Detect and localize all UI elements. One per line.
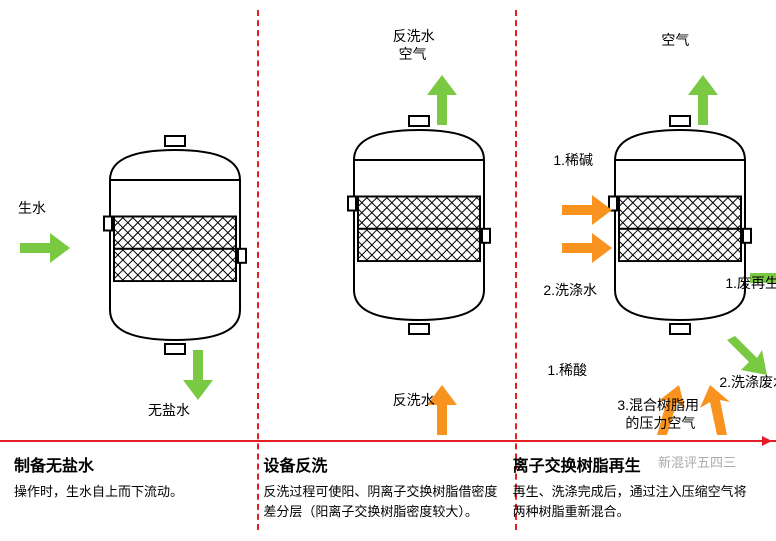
section-desc: 反洗过程可使阳、阴离子交换树脂借密度差分层（阳离子交换树脂密度较大）。: [263, 482, 500, 521]
label: 的压力空气: [625, 413, 695, 433]
arrow-orange: [557, 218, 617, 278]
section-desc: 操作时，生水自上而下流动。: [14, 482, 251, 502]
vessel: [100, 130, 250, 360]
label: 反洗水: [393, 26, 435, 46]
arrow-green: [15, 218, 75, 278]
panel2: 反洗水空气反洗水: [259, 0, 518, 440]
section-panel1: 制备无盐水操作时，生水自上而下流动。: [14, 452, 263, 521]
arrow-green: [412, 70, 472, 130]
label: 生水: [18, 198, 46, 218]
arrow-green: [673, 70, 733, 130]
label: 2.洗涤水: [543, 280, 597, 300]
section-desc: 再生、洗涤完成后，通过注入压缩空气将两种树脂重新混合。: [513, 482, 750, 521]
label: 2.洗涤废水: [719, 372, 776, 392]
vessel: [605, 110, 755, 340]
vessel: [344, 110, 494, 340]
panel3: 空气 1.稀碱 2.洗涤水 1.稀酸 3.混合树脂用的压力空气 1.废再生剂 2.洗涤废水: [517, 0, 776, 440]
section-panel2: 设备反洗反洗过程可使阳、阴离子交换树脂借密度差分层（阳离子交换树脂密度较大）。: [263, 452, 512, 521]
label: 1.稀碱: [553, 150, 593, 170]
label: 反洗水: [393, 390, 435, 410]
watermark: 新混评五四三: [658, 452, 736, 471]
section-title: 设备反洗: [263, 452, 500, 476]
label: 1.废再生剂: [725, 273, 776, 293]
label: 3.混合树脂用: [617, 395, 699, 415]
section-title: 制备无盐水: [14, 452, 251, 476]
label: 空气: [661, 30, 689, 50]
label: 1.稀酸: [547, 360, 587, 380]
panel1: 生水无盐水: [0, 0, 259, 440]
arrow-green: [168, 345, 228, 405]
label: 空气: [399, 44, 427, 64]
arrow-orange: [412, 380, 472, 440]
label: 无盐水: [148, 400, 190, 420]
